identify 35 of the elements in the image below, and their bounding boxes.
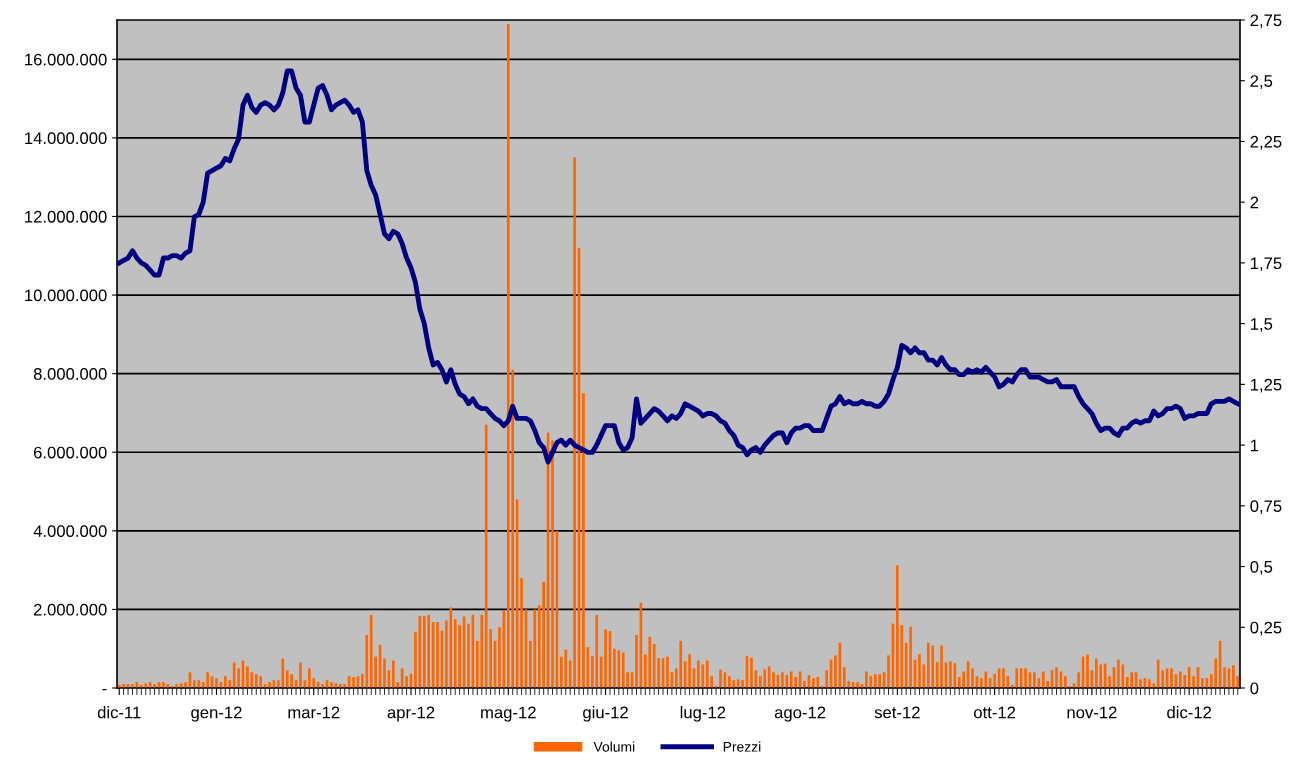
x-tick-label: apr-12 [387,706,435,722]
x-tick-label: lug-12 [680,706,726,722]
x-tick-label: mag-12 [481,706,536,722]
y2-tick-label: 1 [1250,439,1259,452]
y-tick-label: 14.000.000 [25,132,107,145]
x-tick-label: giu-12 [583,706,628,722]
y-tick-label: 10.000.000 [25,289,107,302]
y2-tick-label: 0 [1250,682,1259,695]
x-tick-label: ott-12 [974,706,1016,719]
y-tick-label: 6.000.000 [33,446,107,459]
y-tick-label: 2.000.000 [33,603,107,616]
y2-tick-label: 2,25 [1250,135,1282,150]
x-tick-label: dic-11 [97,706,141,719]
y-tick-label: 12.000.000 [25,210,107,223]
x-tick-label: nov-12 [1067,706,1117,719]
y2-tick-label: 0,5 [1250,560,1273,575]
y2-tick-label: 2,5 [1250,75,1273,89]
y-tick-label: - [102,688,107,691]
y2-tick-label: 0,75 [1250,500,1282,514]
legend-label: Volumi [593,741,635,752]
legend-label: Prezzi [723,741,761,752]
y2-tick-label: 1,5 [1250,318,1273,332]
x-tick-label: dic-12 [1167,706,1212,719]
y2-tick-label: 2,75 [1250,14,1282,29]
y-tick-label: 4.000.000 [33,525,107,538]
y2-tick-label: 2 [1250,196,1259,209]
y2-tick-label: 1,75 [1250,257,1282,272]
y2-tick-label: 0,25 [1250,621,1282,636]
y-tick-label: 8.000.000 [33,368,107,380]
x-tick-label: mar-12 [288,706,340,719]
y2-tick-label: 1,25 [1250,378,1282,393]
x-tick-label: gen-12 [191,706,242,722]
y-tick-label: 16.000.000 [25,53,107,66]
x-tick-label: ago-12 [774,706,826,722]
x-tick-label: set-12 [874,706,920,719]
